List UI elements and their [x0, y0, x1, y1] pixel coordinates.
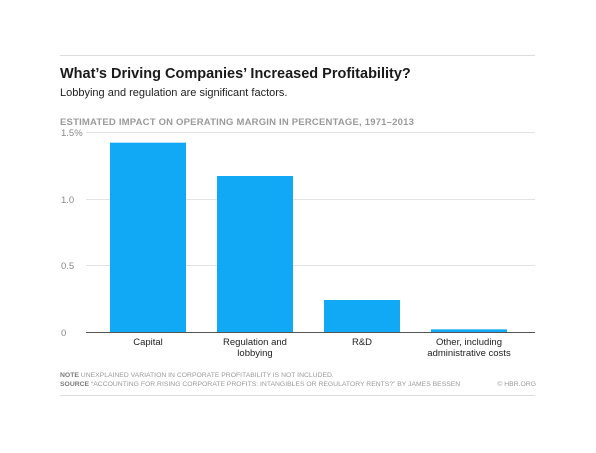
chart-title: What’s Driving Companies’ Increased Prof…	[60, 66, 411, 82]
top-divider	[60, 55, 535, 56]
x-tick-label: Other, including	[436, 337, 502, 348]
x-tick-label: R&D	[352, 337, 372, 348]
note-line: NOTE UNEXPLAINED VARIATION IN CORPORATE …	[60, 371, 536, 380]
chart-axis-title: ESTIMATED IMPACT ON OPERATING MARGIN IN …	[60, 117, 415, 128]
footer-notes: NOTE UNEXPLAINED VARIATION IN CORPORATE …	[60, 371, 536, 389]
credit-text: © HBR.ORG	[497, 381, 536, 388]
y-tick-label: 0.5	[61, 261, 74, 272]
chart-subtitle: Lobbying and regulation are significant …	[60, 87, 288, 99]
note-label: NOTE	[60, 372, 79, 379]
source-text: “ACCOUNTING FOR RISING CORPORATE PROFITS…	[90, 381, 461, 388]
x-tick-label: administrative costs	[427, 348, 511, 359]
bar	[217, 176, 293, 332]
y-tick-label: 1.0	[61, 195, 74, 206]
y-tick-label: 1.5%	[61, 128, 83, 139]
bar	[110, 142, 186, 332]
x-tick-label: lobbying	[237, 348, 272, 359]
x-tick-label: Capital	[133, 337, 163, 348]
x-tick-label: Regulation and	[223, 337, 287, 348]
note-text: UNEXPLAINED VARIATION IN CORPORATE PROFI…	[80, 372, 334, 379]
source-line: SOURCE “ACCOUNTING FOR RISING CORPORATE …	[60, 380, 536, 389]
bar	[431, 329, 507, 332]
source-label: SOURCE	[60, 381, 90, 388]
y-tick-label: 0	[61, 328, 66, 339]
bottom-divider	[60, 395, 535, 396]
bar	[324, 300, 400, 332]
